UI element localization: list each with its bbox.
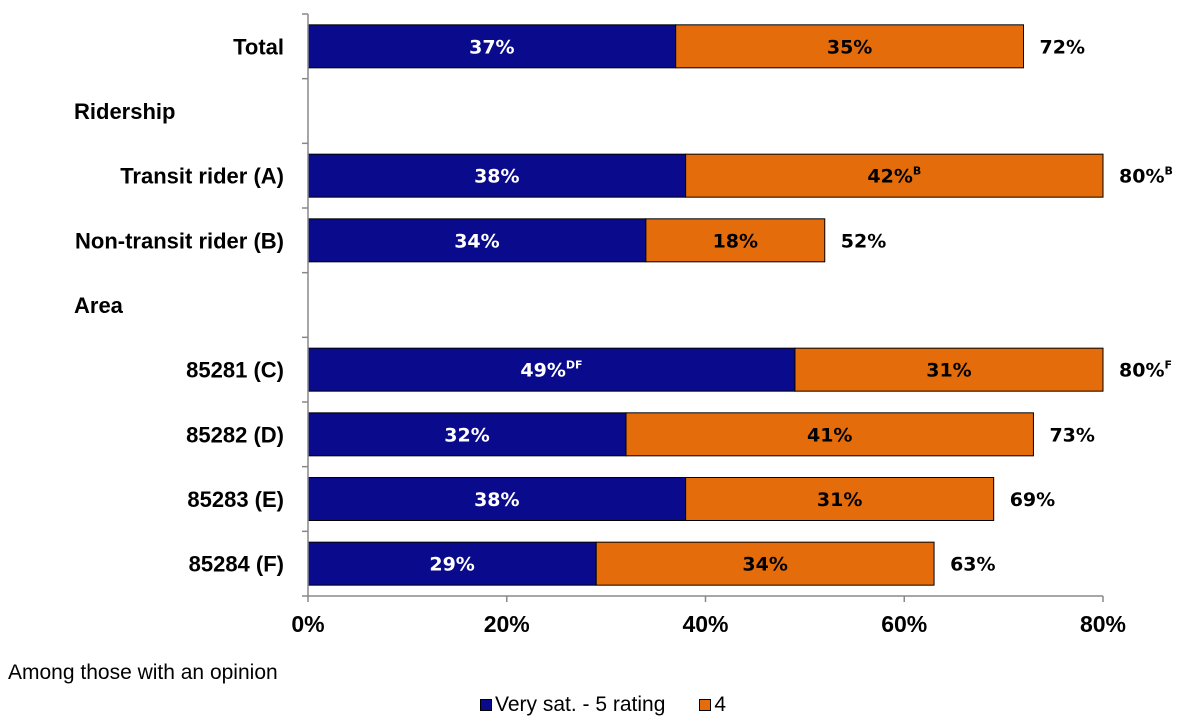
bar-label-very-sat-5-rating-85282-d: 32% <box>444 424 489 446</box>
total-label-transit-rider-a: 80%B <box>1119 165 1173 188</box>
category-label-85281-c: 85281 (C) <box>186 358 284 383</box>
x-tick-label-1: 20% <box>484 611 530 637</box>
bar-4-85281-c <box>794 347 1104 392</box>
bar-label-4-total: 35% <box>827 36 872 58</box>
total-label-total: 72% <box>1040 36 1085 58</box>
bar-label-4-85281-c: 31% <box>926 360 971 382</box>
bar-label-4-85282-d: 41% <box>807 424 852 446</box>
category-label-85284-f: 85284 (F) <box>189 552 284 577</box>
bar-label-4-85284-f: 34% <box>742 554 787 576</box>
bar-4-85284-f <box>595 541 935 586</box>
bar-label-very-sat-5-rating-total: 37% <box>469 36 514 58</box>
x-tick-label-0: 0% <box>291 611 324 637</box>
bar-label-very-sat-5-rating-transit-rider-a: 38% <box>474 166 519 188</box>
bar-very-sat-5-rating-85282-d <box>307 412 627 457</box>
bar-very-sat-5-rating-85284-f <box>307 541 597 586</box>
category-label-ridership: Ridership <box>74 99 175 124</box>
category-label-transit-rider-a: Transit rider (A) <box>120 164 284 189</box>
bar-label-very-sat-5-rating-85283-e: 38% <box>474 489 519 511</box>
legend-item-very-sat: Very sat. - 5 rating <box>480 693 665 717</box>
bar-4-non-transit-rider-b <box>645 218 826 263</box>
legend-swatch-4 <box>699 699 712 711</box>
bar-label-4-transit-rider-a: 42%B <box>867 165 921 188</box>
total-label-85284-f: 63% <box>950 554 995 576</box>
legend-swatch-very-sat <box>480 699 492 711</box>
chart-area: Total Ridership Transit rider (A) Non-trans… <box>74 13 1173 637</box>
bar-very-sat-5-rating-total <box>307 24 677 69</box>
bar-label-4-85283-e: 31% <box>817 489 862 511</box>
bar-label-4-non-transit-rider-b: 18% <box>713 230 758 252</box>
legend: Very sat. - 5 rating 4 <box>480 693 760 717</box>
category-label-total: Total <box>233 34 284 59</box>
legend-label-4: 4 <box>714 693 727 716</box>
legend-label-very-sat: Very sat. - 5 rating <box>495 693 666 716</box>
x-tick-label-2: 40% <box>682 611 728 637</box>
bar-very-sat-5-rating-85281-c <box>307 347 796 392</box>
bar-4-transit-rider-a <box>685 153 1104 198</box>
bar-label-very-sat-5-rating-85284-f: 29% <box>429 554 474 576</box>
legend-item-4: 4 <box>699 693 726 717</box>
category-label-non-transit-rider-b: Non-transit rider (B) <box>75 228 284 253</box>
x-tick-label-3: 60% <box>881 611 927 637</box>
bar-label-very-sat-5-rating-non-transit-rider-b: 34% <box>454 230 499 252</box>
chart-note: Among those with an opinion <box>8 661 278 684</box>
bar-very-sat-5-rating-transit-rider-a <box>307 153 687 198</box>
category-label-area: Area <box>74 293 124 318</box>
bar-very-sat-5-rating-85283-e <box>307 477 687 521</box>
bar-label-very-sat-5-rating-85281-c: 49%DF <box>520 359 582 382</box>
total-label-85282-d: 73% <box>1049 424 1094 446</box>
bar-4-85282-d <box>625 412 1034 457</box>
category-label-85283-e: 85283 (E) <box>187 487 284 512</box>
total-label-non-transit-rider-b: 52% <box>841 230 886 252</box>
bar-4-85283-e <box>685 477 995 521</box>
category-label-85282-d: 85282 (D) <box>186 422 284 447</box>
x-tick-label-4: 80% <box>1080 611 1126 637</box>
total-label-85281-c: 80%F <box>1119 359 1172 382</box>
total-label-85283-e: 69% <box>1010 489 1055 511</box>
bar-4-total <box>675 24 1024 69</box>
